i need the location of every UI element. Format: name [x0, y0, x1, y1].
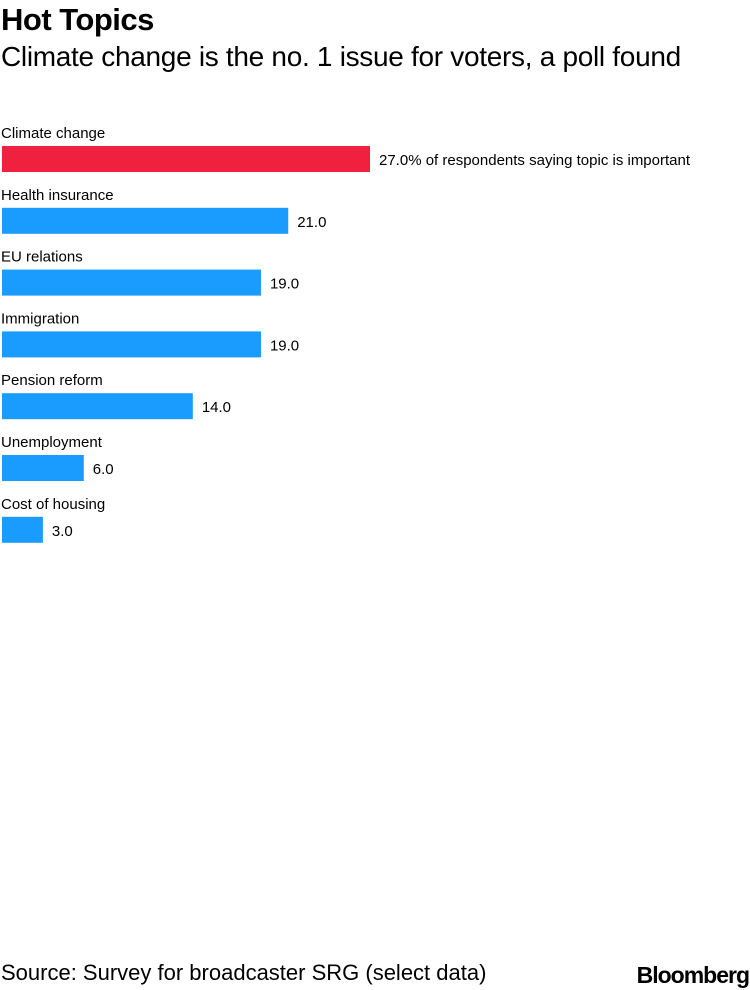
bar-eu-relations [2, 269, 261, 296]
category-label-climate-change: Climate change [1, 125, 105, 142]
category-label-eu-relations: EU relations [1, 249, 83, 266]
source-note: Source: Survey for broadcaster SRG (sele… [1, 960, 487, 985]
bar-pension-reform [2, 393, 193, 420]
value-label-eu-relations: 19.0 [270, 276, 299, 293]
bar-unemployment [2, 455, 84, 481]
bar-climate-change [2, 146, 370, 172]
value-label-unemployment: 6.0 [93, 461, 114, 478]
bloomberg-logo: Bloomberg [636, 962, 750, 988]
chart-subtitle: Climate change is the no. 1 issue for vo… [1, 41, 681, 72]
category-label-pension-reform: Pension reform [1, 372, 103, 389]
category-label-cost-of-housing: Cost of housing [1, 496, 105, 513]
value-label-pension-reform: 14.0 [202, 399, 231, 416]
value-label-climate-change: 27.0% of respondents saying topic is imp… [379, 152, 691, 169]
bar-chart: Climate change 27.0% of respondents sayin… [1, 125, 691, 543]
category-label-health-insurance: Health insurance [1, 187, 114, 204]
value-label-immigration: 19.0 [270, 337, 299, 354]
bar-health-insurance [2, 207, 289, 234]
chart-title: Hot Topics [1, 2, 154, 37]
value-label-health-insurance: 21.0 [297, 214, 326, 231]
bar-cost-of-housing [2, 516, 43, 543]
category-label-unemployment: Unemployment [1, 434, 103, 451]
category-label-immigration: Immigration [1, 310, 79, 327]
value-label-cost-of-housing: 3.0 [52, 523, 73, 540]
bar-immigration [2, 331, 261, 358]
